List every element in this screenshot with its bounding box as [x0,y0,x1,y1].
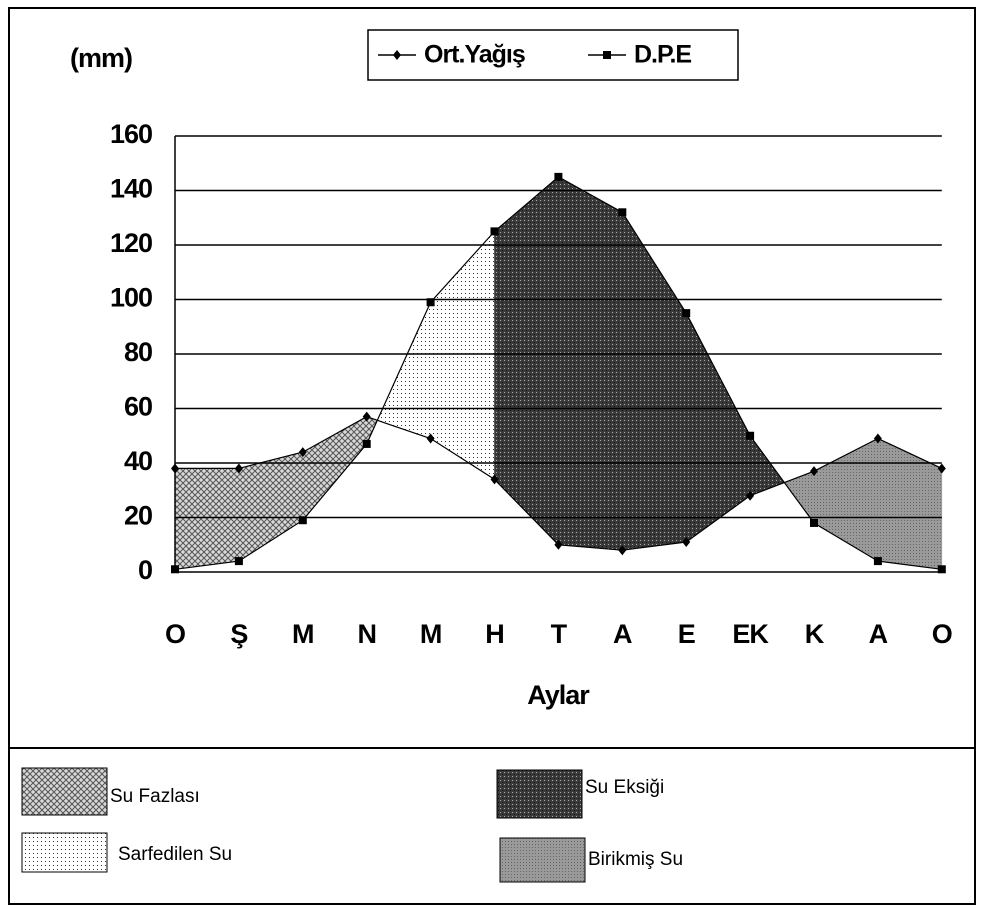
x-tick-label: K [805,619,825,649]
x-tick-label: N [357,619,376,649]
y-axis-label: (mm) [70,43,132,73]
area-3 [877,438,943,570]
y-tick-label: 20 [124,501,152,531]
area-2 [685,312,751,543]
area-swatch [21,832,108,873]
y-tick-label: 0 [138,555,152,585]
marker [426,298,435,307]
area-swatch [21,767,108,816]
marker [937,463,946,474]
y-tick-label: 80 [124,337,152,367]
x-tick-label: A [613,619,632,649]
x-tick-label: Ş [230,619,247,649]
marker [234,557,243,566]
area-label: Su Eksiği [585,777,664,798]
marker [937,565,946,574]
area-0 [302,416,368,522]
area-0 [174,468,240,570]
marker [618,208,627,217]
marker [490,227,499,236]
marker [810,466,818,477]
marker [873,433,882,444]
x-tick-label: T [551,619,568,649]
marker [362,411,371,422]
legend-label: D.P.E [634,41,691,69]
y-tick-label: 160 [110,119,152,149]
marker [682,537,691,548]
area-label: Sarfedilen Su [118,844,232,865]
marker [746,490,755,501]
area-swatch [496,769,583,819]
area-0 [238,451,304,562]
marker [554,539,563,550]
marker [234,463,243,474]
x-tick-label: M [420,619,442,649]
marker [490,474,499,485]
y-tick-label: 40 [124,446,152,476]
area-1 [376,302,431,439]
marker [873,557,882,566]
area-label: Birikmiş Su [588,849,683,870]
x-tick-label: EK [732,619,769,649]
y-tick-label: 100 [110,283,152,313]
area-swatch [499,837,586,883]
x-tick-label: M [292,619,314,649]
marker [810,518,818,527]
marker [746,431,755,440]
area-2 [749,434,785,497]
legend-box [367,29,739,81]
legend-label: Ort.Yağış [424,41,525,69]
area-label: Su Fazlası [110,786,200,807]
y-tick-label: 120 [110,228,152,258]
marker [171,463,179,474]
marker [618,545,627,556]
y-tick-label: 140 [110,174,152,204]
y-tick-label: 60 [124,392,152,422]
marker [682,309,691,318]
frame [8,7,976,905]
x-tick-label: O [165,619,185,649]
marker [298,447,307,458]
marker [171,565,179,574]
x-axis-label: Aylar [527,680,590,710]
area-3 [783,470,815,524]
x-tick-label: A [869,619,888,649]
x-tick-label: H [485,619,504,649]
x-tick-label: O [932,619,952,649]
marker [362,439,371,448]
marker [426,433,435,444]
marker [298,516,307,525]
area-2 [558,176,623,551]
x-tick-label: E [678,619,695,649]
area-1 [430,230,495,480]
marker [554,172,563,181]
